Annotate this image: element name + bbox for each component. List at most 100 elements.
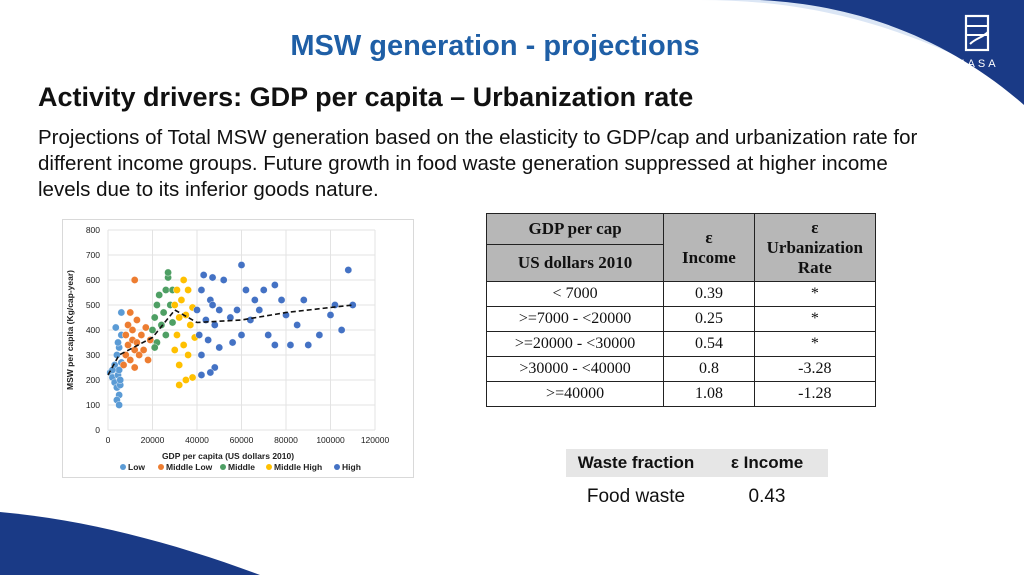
chart-point-middle-high xyxy=(173,286,181,294)
gdp-range-cell: >=7000 - <20000 xyxy=(485,306,665,332)
elasticity-row: >=20000 - <30000 0.54 * xyxy=(485,331,880,357)
chart-legend-label: Middle xyxy=(228,462,255,472)
elasticity-table: GDP per cap ε Income ε Urbanization Rate… xyxy=(485,213,880,407)
table-edge xyxy=(874,213,880,282)
chart-y-tick-label: 100 xyxy=(86,400,100,410)
chart-point-middle xyxy=(162,331,170,339)
chart-point-high xyxy=(215,306,224,314)
chart-point-low xyxy=(114,338,122,347)
chart-legend-marker xyxy=(158,464,164,470)
table-edge xyxy=(874,306,880,332)
chart-point-middle xyxy=(168,318,177,327)
chart-x-tick-label: 80000 xyxy=(274,435,298,445)
chart-point-middle-low xyxy=(126,308,135,317)
table-edge xyxy=(874,281,880,307)
chart-point-high xyxy=(237,261,246,269)
elasticity-row: < 7000 0.39 * xyxy=(485,281,880,307)
income-epsilon: ε xyxy=(705,227,713,247)
chart-point-high xyxy=(293,321,301,329)
waste-fraction-header: Waste fraction xyxy=(566,449,706,480)
chart-point-middle xyxy=(159,308,168,317)
chart-point-middle-high xyxy=(179,276,188,284)
chart-trend-line xyxy=(107,304,353,376)
chart-point-high xyxy=(264,331,272,339)
waste-income-header: ε Income xyxy=(706,449,828,480)
chart-point-high xyxy=(277,296,286,304)
chart-point-middle-low xyxy=(139,346,148,354)
chart-legend-label: Low xyxy=(128,462,145,472)
chart-point-high xyxy=(199,271,208,279)
urbanization-elasticity-cell: * xyxy=(753,331,876,357)
chart-legend-label: Middle High xyxy=(274,462,322,472)
chart-point-high xyxy=(304,341,313,349)
urbanization-elasticity-header: ε Urbanization Rate xyxy=(753,213,876,282)
chart-x-tick-label: 0 xyxy=(106,435,111,445)
chart-point-middle xyxy=(162,286,170,294)
chart-point-middle-low xyxy=(119,361,128,369)
urbanization-elasticity-cell: -1.28 xyxy=(753,381,876,407)
income-elasticity-header: ε Income xyxy=(663,213,755,282)
chart-x-axis-label: GDP per capita (US dollars 2010) xyxy=(162,451,294,461)
chart-point-middle xyxy=(155,291,163,299)
income-elasticity-cell: 0.39 xyxy=(663,281,755,307)
chart-point-high xyxy=(208,301,217,309)
chart-point-middle-low xyxy=(126,356,135,364)
chart-point-high xyxy=(204,336,212,344)
waste-fraction-table: Waste fraction ε Income Food waste 0.43 xyxy=(566,449,828,514)
chart-point-high xyxy=(315,331,324,339)
gdp-range-cell: >=40000 xyxy=(485,381,665,407)
chart-x-tick-label: 40000 xyxy=(185,435,209,445)
chart-point-high xyxy=(271,281,279,289)
chart-legend-marker xyxy=(334,464,340,470)
header-swoosh xyxy=(700,0,1024,105)
gdp-range-cell: >30000 - <40000 xyxy=(485,356,665,382)
chart-point-middle-high xyxy=(184,286,192,294)
chart-point-high xyxy=(197,351,206,359)
chart-point-middle-low xyxy=(133,316,141,324)
chart-legend-label: High xyxy=(342,462,361,472)
income-label: Income xyxy=(682,247,736,267)
chart-y-axis-label: MSW per capita (Kg/cap-year) xyxy=(65,270,75,390)
chart-x-tick-label: 20000 xyxy=(141,435,165,445)
iiasa-logo-icon xyxy=(964,14,990,52)
description-text: Projections of Total MSW generation base… xyxy=(38,126,918,201)
chart-point-high xyxy=(271,341,279,349)
chart-point-middle-high xyxy=(175,381,183,389)
chart-point-middle-low xyxy=(137,331,146,339)
chart-point-middle-high xyxy=(170,301,179,309)
chart-point-middle-high xyxy=(175,313,183,322)
chart-point-middle-high xyxy=(175,361,183,369)
gdp-range-cell: < 7000 xyxy=(485,281,665,307)
chart-point-middle xyxy=(150,313,159,322)
logo-text: IIASA xyxy=(955,58,999,70)
chart-point-middle xyxy=(157,321,166,329)
chart-point-high xyxy=(259,286,268,294)
chart-point-low xyxy=(117,308,126,317)
table-edge xyxy=(874,381,880,407)
chart-point-high xyxy=(242,286,250,294)
chart-point-high xyxy=(233,306,241,314)
chart-point-low xyxy=(115,401,123,409)
chart-point-middle xyxy=(164,268,172,277)
chart-point-low xyxy=(111,323,120,332)
urbanization-elasticity-cell: -3.28 xyxy=(753,356,876,382)
chart-y-tick-label: 800 xyxy=(86,225,100,235)
chart-point-low xyxy=(116,376,125,384)
gdp-range-cell: >=20000 - <30000 xyxy=(485,331,665,357)
elasticity-row: >=40000 1.08 -1.28 xyxy=(485,381,880,407)
chart-y-tick-label: 300 xyxy=(86,350,100,360)
chart-point-middle-low xyxy=(122,331,130,339)
gdp-unit-header: US dollars 2010 xyxy=(485,244,665,282)
chart-point-high xyxy=(255,306,264,314)
chart-point-middle-high xyxy=(179,341,188,349)
chart-point-high xyxy=(326,311,335,319)
chart-point-high xyxy=(208,273,217,282)
chart-point-high xyxy=(228,338,237,347)
chart-legend-marker xyxy=(120,464,126,470)
chart-point-middle-low xyxy=(142,323,150,332)
chart-point-middle-low xyxy=(144,356,152,364)
chart-point-middle-low xyxy=(130,276,139,284)
chart-point-high xyxy=(299,296,308,304)
chart-point-high xyxy=(197,371,206,379)
elasticity-row: >=7000 - <20000 0.25 * xyxy=(485,306,880,332)
